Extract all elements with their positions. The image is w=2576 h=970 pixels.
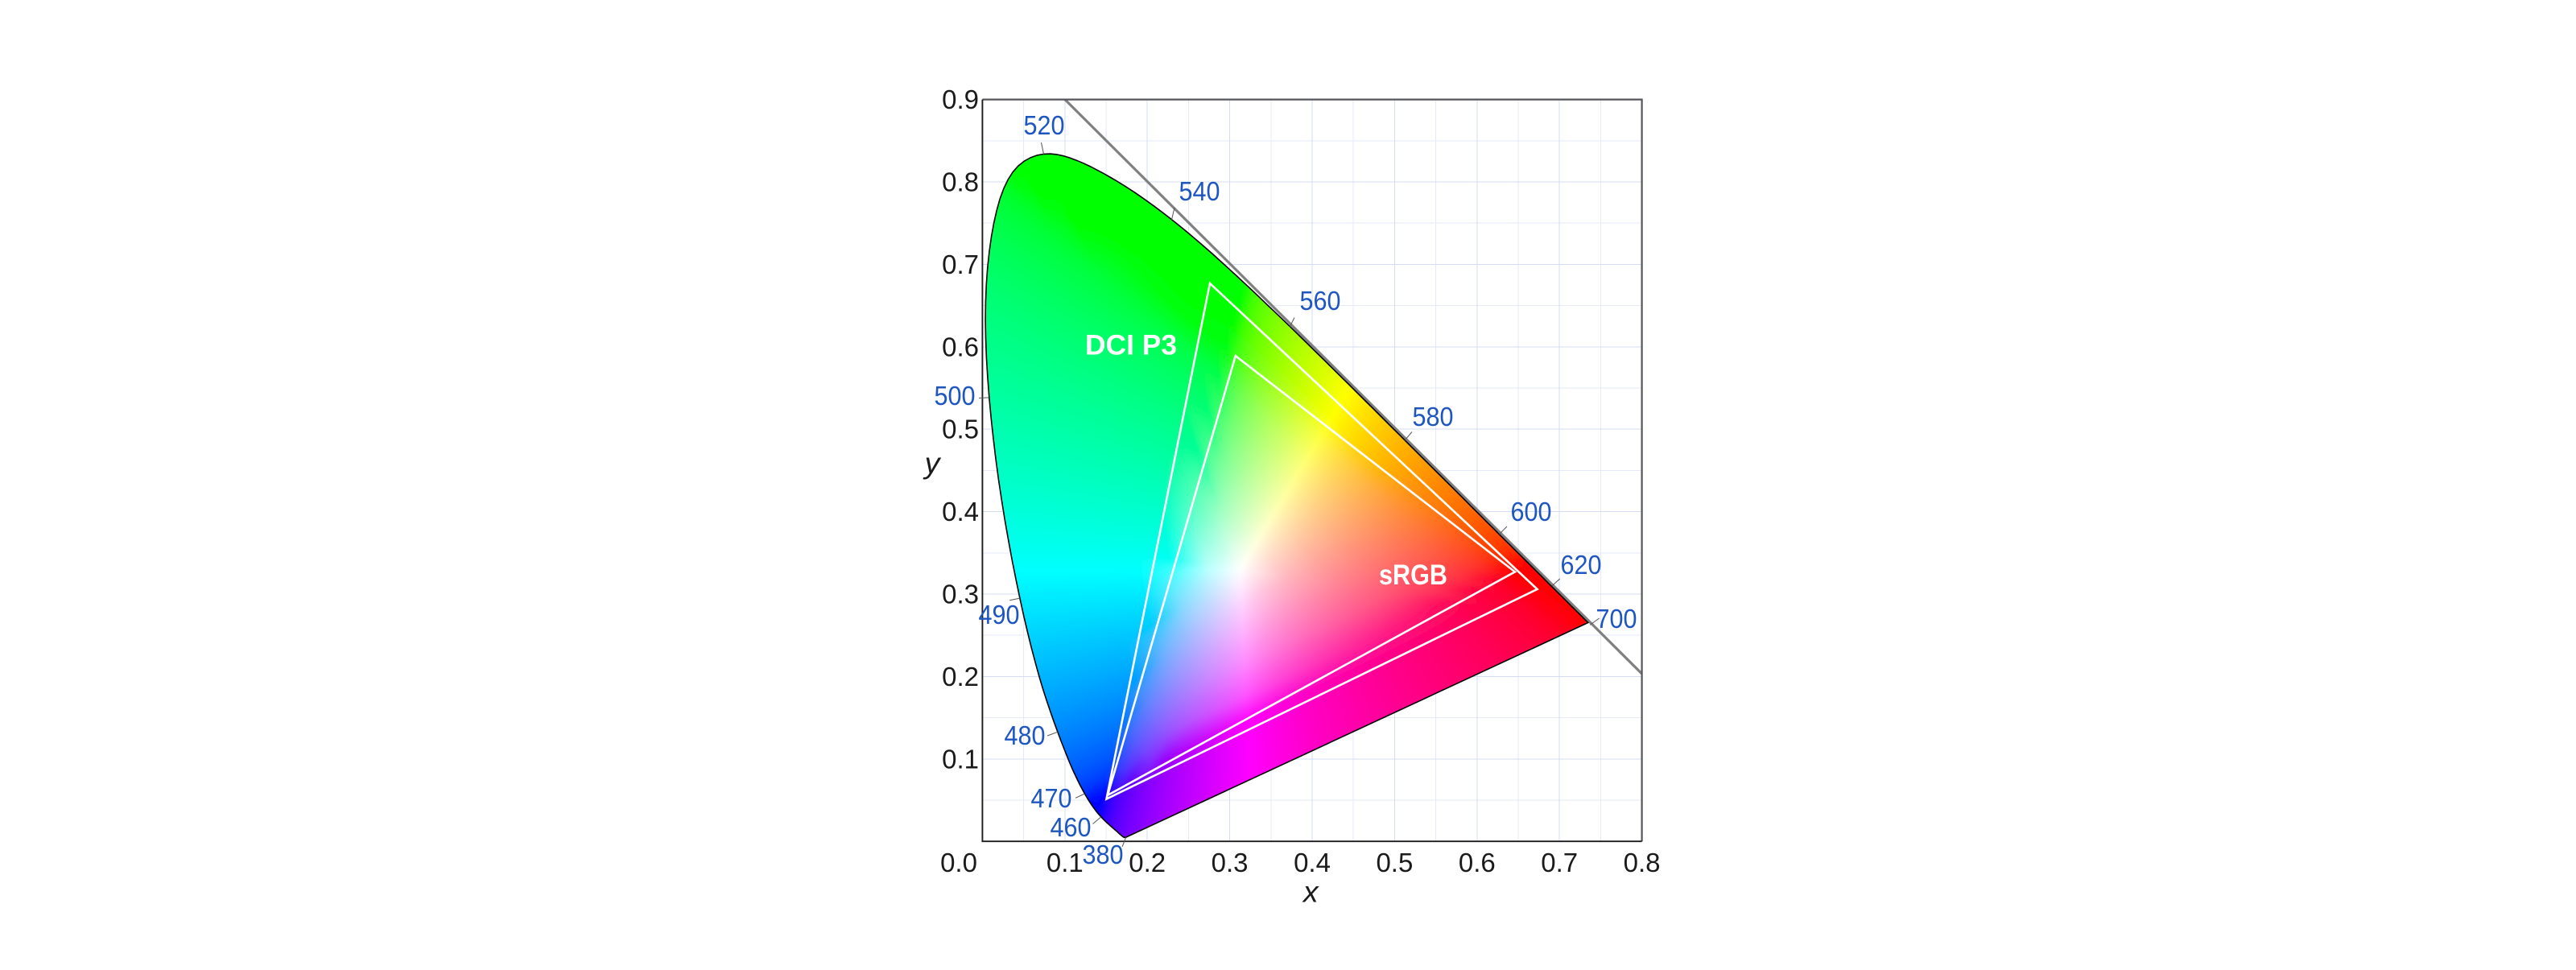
svg-text:470: 470 (1031, 783, 1072, 813)
svg-text:0.3: 0.3 (1212, 848, 1249, 877)
svg-text:580: 580 (1413, 402, 1454, 431)
svg-text:460: 460 (1051, 812, 1092, 842)
svg-text:sRGB: sRGB (1379, 559, 1447, 591)
svg-text:0.2: 0.2 (1129, 848, 1166, 877)
svg-text:0.5: 0.5 (942, 415, 979, 444)
svg-text:0.1: 0.1 (942, 744, 979, 774)
svg-text:700: 700 (1596, 604, 1637, 634)
svg-text:500: 500 (935, 381, 976, 411)
svg-text:0.8: 0.8 (942, 167, 979, 197)
svg-text:DCI P3: DCI P3 (1085, 330, 1177, 361)
svg-text:480: 480 (1005, 720, 1046, 750)
svg-text:0.4: 0.4 (942, 497, 979, 526)
svg-text:0.5: 0.5 (1376, 848, 1413, 877)
svg-text:0.7: 0.7 (1541, 848, 1578, 877)
svg-text:0.3: 0.3 (942, 580, 979, 609)
svg-text:0.2: 0.2 (942, 662, 979, 691)
svg-text:y: y (923, 446, 942, 480)
svg-text:0.1: 0.1 (1046, 848, 1084, 877)
svg-text:600: 600 (1511, 497, 1552, 526)
svg-text:0.6: 0.6 (942, 332, 979, 361)
svg-text:0.4: 0.4 (1294, 848, 1331, 877)
svg-text:0.8: 0.8 (1624, 848, 1661, 877)
svg-text:x: x (1302, 875, 1319, 909)
svg-text:0.6: 0.6 (1459, 848, 1496, 877)
svg-text:490: 490 (979, 600, 1020, 629)
svg-text:520: 520 (1024, 110, 1065, 140)
svg-text:540: 540 (1179, 176, 1220, 206)
svg-text:0.9: 0.9 (942, 85, 979, 114)
svg-text:620: 620 (1561, 550, 1602, 580)
svg-text:0.0: 0.0 (940, 848, 977, 877)
svg-text:560: 560 (1300, 286, 1341, 316)
svg-text:0.7: 0.7 (942, 250, 979, 279)
svg-text:380: 380 (1083, 840, 1124, 869)
